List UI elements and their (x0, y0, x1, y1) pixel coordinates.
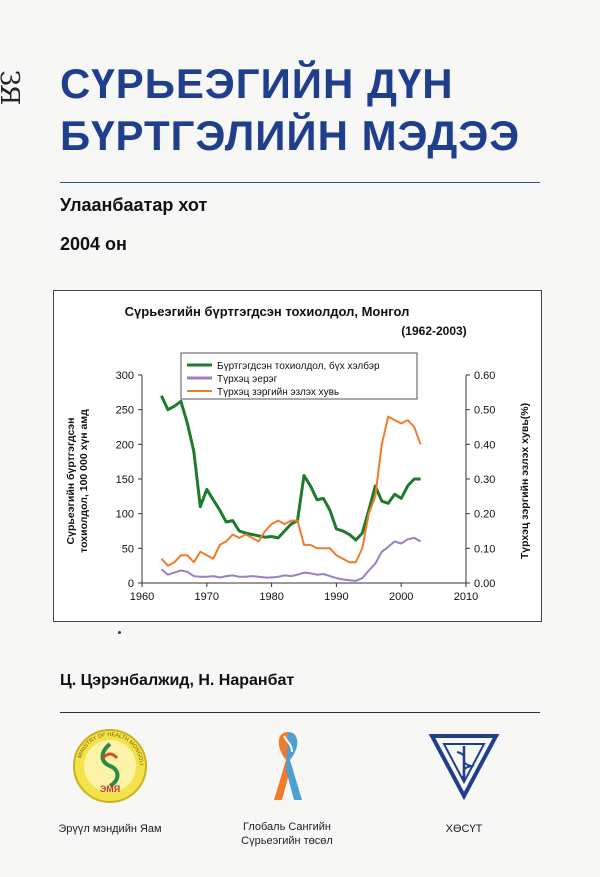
global-fund-caption: Глобаль Сангийн Сүрьеэгийн төсөл (222, 820, 352, 848)
print-speck (118, 631, 121, 634)
chart-frame: Сүрьеэгийн бүртгэгдсэн тохиолдол, Монгол… (53, 290, 542, 622)
y-right-tick-label: 0.50 (474, 405, 495, 417)
year-label: 2004 он (60, 234, 127, 254)
series-line-0 (160, 395, 421, 542)
y-right-tick-label: 0.30 (474, 474, 495, 486)
y-right-tick-label: 0.60 (474, 370, 495, 382)
y-left-tick-label: 150 (116, 474, 134, 486)
ministry-badge-text: ЭМЯ (100, 784, 120, 794)
y-right-label: Түрхэц зэргийн эзлэх хувь(%) (519, 403, 531, 559)
y-left-tick-label: 100 (116, 509, 134, 521)
authors: Ц. Цэрэнбалжид, Н. Наранбат (60, 672, 295, 689)
y-left-label-line-2: тохиолдол, 100 000 хүн амд (78, 409, 90, 553)
y-right-tick-label: 0.40 (474, 439, 495, 451)
y-right-tick-label: 0.20 (474, 509, 495, 521)
chart-lines (160, 395, 422, 582)
y-left-tick-label: 50 (122, 543, 134, 555)
x-tick-label: 2010 (454, 591, 478, 603)
legend-box (180, 352, 418, 400)
y-left-label-line-1: Сүрьеэгийн бүртгэгдсэн (65, 418, 77, 545)
y-left-tick-label: 300 (116, 370, 134, 382)
x-tick-label: 1960 (130, 591, 154, 603)
chart-legend: Бүртгэгдсэн тохиолдол, бүх хэлбэр Түрхэц… (180, 352, 418, 400)
global-fund-caption-line-2: Сүрьеэгийн төсөл (241, 835, 333, 847)
top-divider (60, 182, 540, 183)
city-label: Улаанбаатар хот (60, 195, 208, 215)
x-tick-label: 1990 (324, 591, 348, 603)
ribbon-icon (274, 732, 302, 800)
global-fund-logo (268, 726, 308, 806)
series-line-2 (160, 415, 422, 567)
hosut-logo (428, 726, 500, 801)
y-left-tick-label: 200 (116, 439, 134, 451)
y-left-tick-label: 0 (128, 578, 134, 590)
ministry-emblem: ЭМЯ MINISTRY OF HEALTH MONGOLIA (68, 722, 147, 803)
ministry-caption: Эрүүл мэндийн Яам (58, 823, 162, 835)
bottom-divider (60, 712, 540, 713)
x-tick-label: 1980 (259, 591, 283, 603)
chart-ticks: 1960 1970 1980 1990 2000 2010 0 50 100 150 200 250 3… (116, 370, 496, 603)
title-line-1: СҮРЬЕЭГИЙН ДҮН (60, 60, 454, 107)
title-line-2: БҮРТГЭЛИЙН МЭДЭЭ (60, 112, 521, 159)
ministry-of-health-logo: ЭМЯ MINISTRY OF HEALTH MONGOLIA (68, 722, 150, 806)
library-spine-mark: ЗЯ (0, 70, 24, 104)
chart-title: Сүрьеэгийн бүртгэгдсэн тохиолдол, Монгол (125, 304, 410, 319)
y-right-tick-label: 0.00 (474, 578, 495, 590)
global-fund-caption-line-1: Глобаль Сангийн (242, 821, 331, 833)
legend-label-2: Түрхэц зэргийн эзлэх хувь (217, 387, 339, 398)
x-tick-label: 2000 (389, 591, 413, 603)
y-right-tick-label: 0.10 (474, 543, 495, 555)
legend-label-1: Түрхэц эерэг (217, 374, 278, 385)
series-line-1 (160, 536, 422, 582)
book-title: СҮРЬЕЭГИЙН ДҮН БҮРТГЭЛИЙН МЭДЭЭ (60, 58, 560, 162)
chart-subtitle: (1962-2003) (401, 324, 466, 338)
x-tick-label: 1970 (195, 591, 219, 603)
hosut-emblem (428, 734, 500, 801)
tb-chart: Сүрьеэгийн бүртгэгдсэн тохиолдол, Монгол… (65, 304, 531, 603)
hosut-caption: ХӨСҮТ (445, 823, 483, 835)
legend-label-0: Бүртгэгдсэн тохиолдол, бүх хэлбэр (217, 360, 380, 372)
y-left-tick-label: 250 (116, 405, 134, 417)
